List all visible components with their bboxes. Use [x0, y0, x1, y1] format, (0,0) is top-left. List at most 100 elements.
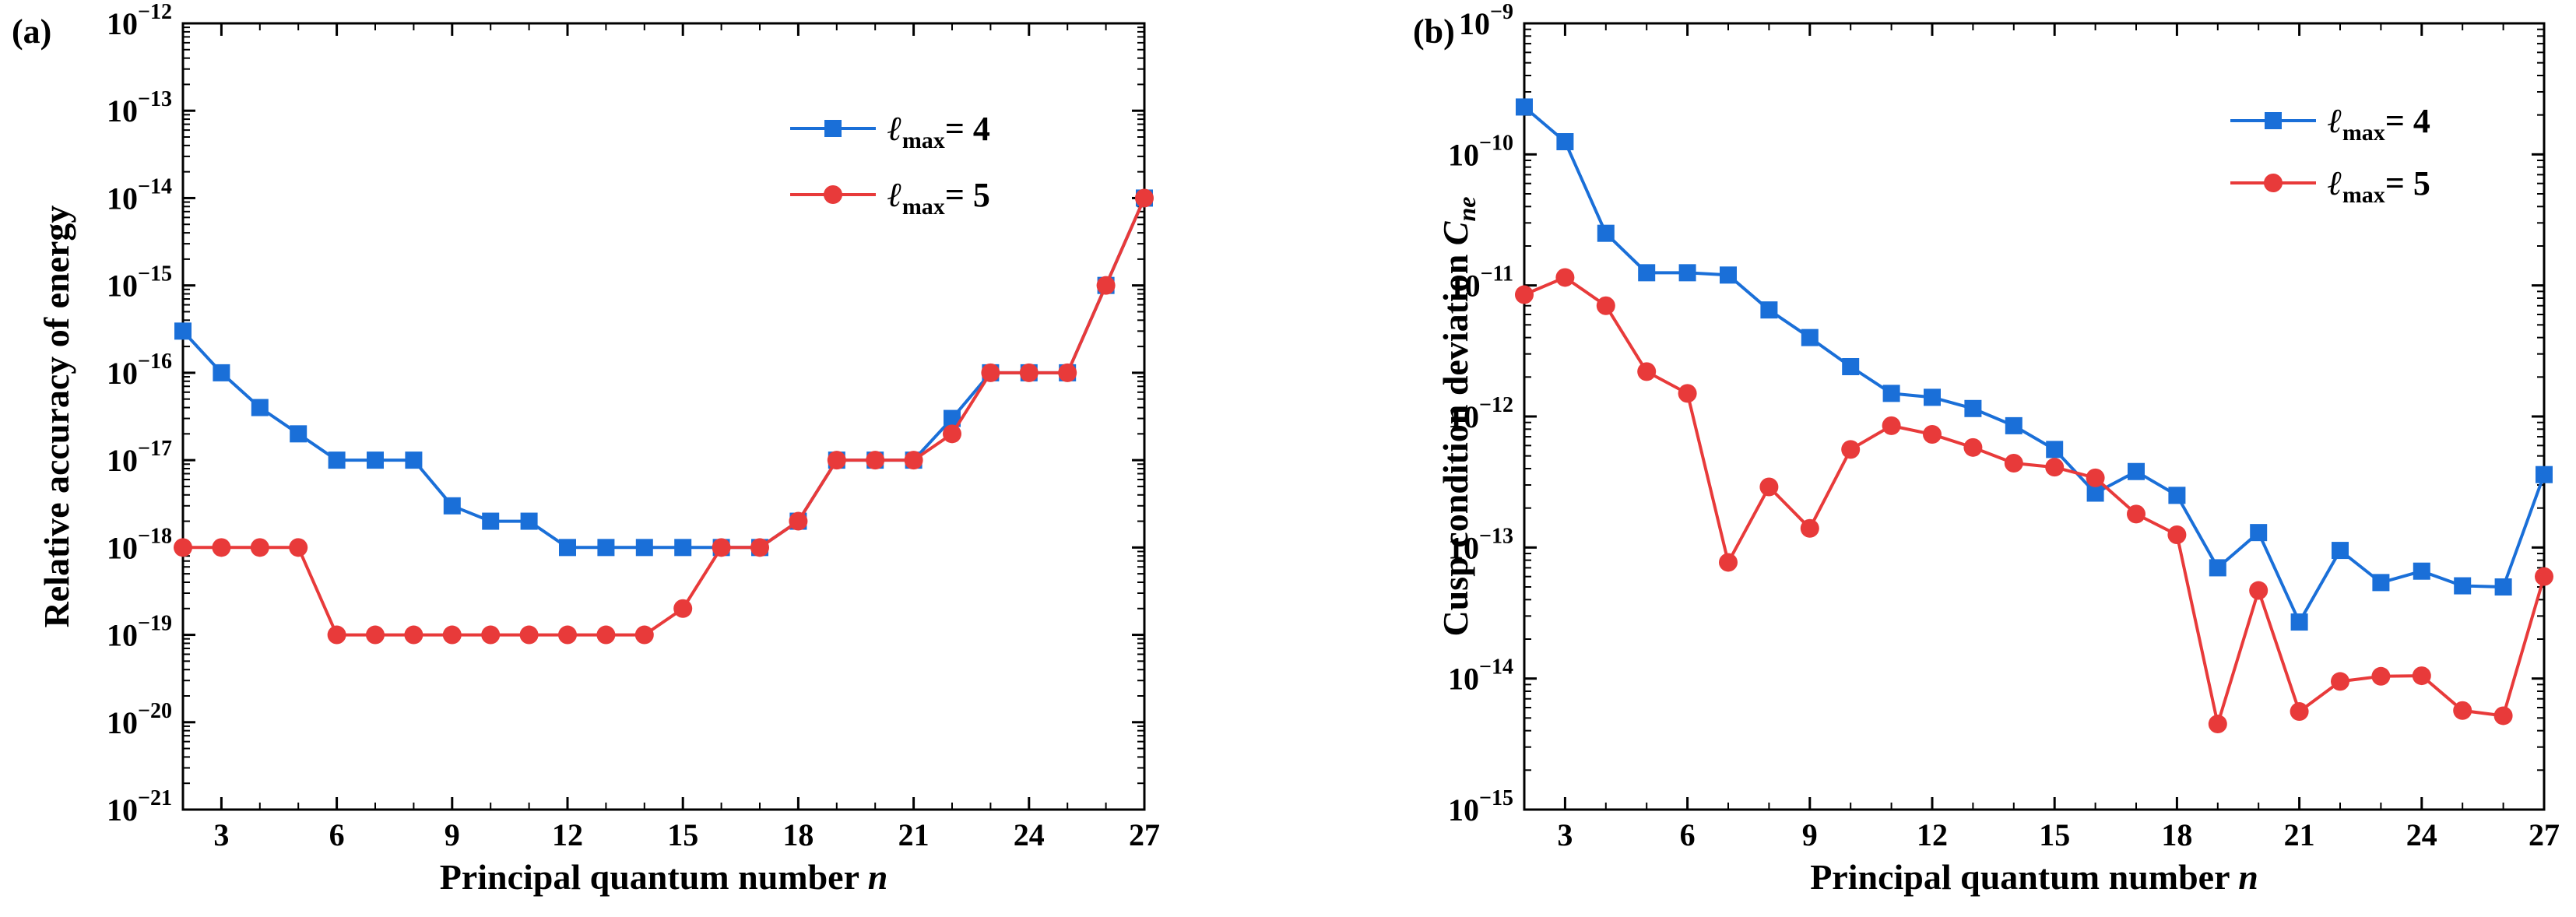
y-tick-label: 10−20: [107, 699, 172, 740]
data-point-square: [213, 364, 230, 381]
data-point-circle: [596, 625, 616, 645]
x-tick-label: 9: [1802, 817, 1818, 852]
x-axis-label-variable: n: [868, 857, 888, 897]
legend-subscript: max: [2342, 182, 2385, 208]
data-point-circle: [1800, 518, 1819, 538]
data-point-square: [2046, 441, 2064, 458]
legend-symbol: ℓ: [2328, 164, 2342, 202]
y-tick-exponent: −14: [138, 174, 172, 199]
data-point-circle: [289, 538, 308, 557]
legend-label: ℓmax= 5: [887, 176, 990, 220]
legend-symbol: ℓ: [2328, 102, 2342, 140]
y-tick-base: 10: [1448, 530, 1479, 565]
y-tick-base: 10: [1459, 6, 1490, 41]
legend-value: = 4: [2385, 102, 2430, 140]
data-point-circle: [442, 625, 462, 645]
data-point-square: [1882, 385, 1900, 402]
data-point-square: [443, 497, 461, 515]
x-tick-label: 15: [667, 817, 698, 852]
data-point-square: [1801, 329, 1819, 346]
data-point-circle: [250, 538, 269, 557]
y-tick-label: 10−19: [107, 612, 172, 653]
data-point-circle: [634, 625, 654, 645]
data-point-square: [2332, 542, 2349, 560]
data-point-circle: [212, 538, 231, 557]
legend-label: ℓmax= 5: [2328, 164, 2430, 208]
plot-frame: [181, 22, 1146, 811]
data-point-circle: [1555, 268, 1575, 287]
y-tick-label: 10−16: [107, 350, 172, 391]
y-tick-exponent: −13: [138, 87, 172, 111]
data-point-square: [1924, 388, 1941, 406]
data-point-circle: [750, 538, 769, 557]
data-point-square: [2209, 559, 2226, 577]
data-point-circle: [2412, 666, 2431, 686]
data-point-circle: [404, 625, 423, 645]
data-point-circle: [1096, 276, 1116, 295]
data-point-square: [1842, 357, 1860, 375]
data-point-square: [2494, 578, 2512, 596]
x-tick-label: 6: [329, 817, 345, 852]
data-point-square: [2454, 577, 2472, 595]
data-point-circle: [1515, 285, 1534, 304]
legend-marker-square: [2265, 112, 2282, 129]
panel-label: (b): [1413, 12, 1455, 51]
x-tick-label: 3: [1557, 817, 1573, 852]
y-tick-label: 10−10: [1448, 131, 1513, 172]
data-point-square: [2086, 484, 2104, 502]
y-tick-exponent: −15: [1479, 786, 1513, 810]
data-point-square: [1678, 264, 1696, 282]
series-line-circle: [1523, 276, 2546, 726]
series-line-circle: [183, 197, 1146, 637]
x-axis-label: Principal quantum number n: [440, 857, 888, 897]
y-axis-label: Cusp condition deviation Cne: [1436, 197, 1481, 637]
data-point-square: [944, 409, 961, 427]
y-axis-label-text: Relative accuracy of energy: [37, 206, 76, 628]
y-tick-exponent: −13: [1479, 524, 1513, 548]
data-point-square: [559, 539, 576, 557]
legend-value: = 5: [2385, 164, 2430, 202]
y-tick-exponent: −18: [138, 524, 172, 548]
data-point-square: [2536, 466, 2553, 483]
data-point-square: [2250, 524, 2268, 542]
data-point-circle: [2004, 454, 2023, 473]
data-point-circle: [1678, 384, 1697, 403]
data-point-square: [2290, 613, 2308, 631]
data-point-square: [482, 512, 500, 530]
y-tick-exponent: −15: [138, 262, 172, 286]
legend-value: = 4: [945, 110, 990, 148]
data-point-square: [328, 451, 346, 469]
legend-marker-circle: [2264, 174, 2283, 192]
data-point-square: [251, 399, 269, 416]
data-point-square: [2372, 574, 2390, 592]
data-point-square: [1964, 399, 1982, 417]
x-tick-label: 3: [213, 817, 229, 852]
data-point-circle: [1019, 363, 1038, 382]
data-point-circle: [1058, 363, 1077, 382]
data-point-circle: [366, 625, 385, 645]
y-axis-label-text: Cusp condition deviation: [1436, 245, 1475, 636]
data-point-circle: [943, 424, 961, 444]
y-tick-label: 10−9: [1459, 0, 1513, 41]
data-point-square: [635, 539, 653, 557]
plot-frame: [1523, 22, 2546, 811]
y-tick-base: 10: [107, 705, 138, 740]
data-point-square: [2168, 487, 2186, 504]
y-tick-base: 10: [107, 618, 138, 653]
data-point-circle: [673, 599, 693, 618]
data-point-circle: [1882, 416, 1901, 435]
y-tick-exponent: −12: [138, 0, 172, 24]
y-tick-exponent: −20: [138, 699, 172, 723]
x-tick-label: 21: [2284, 817, 2315, 852]
y-axis-label-subscript: ne: [1453, 197, 1481, 222]
y-tick-label: 10−13: [1448, 524, 1513, 565]
data-point-circle: [1963, 437, 1983, 457]
legend-label: ℓmax= 4: [887, 110, 990, 153]
data-point-square: [1720, 266, 1737, 284]
x-tick-label: 6: [1680, 817, 1696, 852]
x-tick-label: 18: [782, 817, 814, 852]
y-tick-label: 10−14: [107, 174, 172, 216]
y-tick-label: 10−14: [1448, 655, 1513, 697]
data-point-square: [520, 512, 538, 530]
data-point-circle: [174, 538, 192, 557]
